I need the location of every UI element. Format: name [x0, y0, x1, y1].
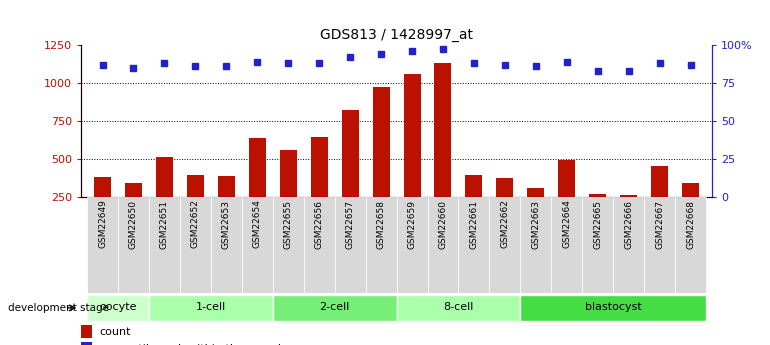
- Bar: [434, 63, 451, 197]
- Bar: [620, 195, 638, 197]
- Bar: [125, 183, 142, 197]
- Bar: [521, 197, 551, 293]
- Text: 8-cell: 8-cell: [444, 302, 474, 312]
- Text: blastocyst: blastocyst: [585, 302, 641, 312]
- Bar: [280, 150, 296, 197]
- Text: GSM22667: GSM22667: [655, 199, 665, 248]
- Bar: [187, 175, 204, 197]
- Text: GSM22660: GSM22660: [438, 199, 447, 248]
- Bar: [149, 295, 273, 321]
- Text: GSM22666: GSM22666: [624, 199, 633, 248]
- Text: GSM22668: GSM22668: [686, 199, 695, 248]
- Bar: [397, 197, 427, 293]
- Text: GSM22651: GSM22651: [160, 199, 169, 248]
- Text: GSM22652: GSM22652: [191, 199, 200, 248]
- Bar: [335, 197, 366, 293]
- Bar: [497, 178, 514, 197]
- Text: GSM22650: GSM22650: [129, 199, 138, 248]
- Text: GSM22653: GSM22653: [222, 199, 231, 248]
- Bar: [242, 197, 273, 293]
- Bar: [156, 157, 173, 197]
- Bar: [118, 197, 149, 293]
- Bar: [310, 137, 328, 197]
- Bar: [582, 197, 613, 293]
- Bar: [94, 177, 111, 197]
- Text: GSM22661: GSM22661: [470, 199, 478, 248]
- Bar: [342, 110, 359, 197]
- Text: GSM22649: GSM22649: [98, 199, 107, 248]
- Bar: [180, 197, 211, 293]
- Text: count: count: [100, 327, 132, 336]
- Bar: [366, 197, 397, 293]
- Text: GSM22657: GSM22657: [346, 199, 355, 248]
- Text: percentile rank within the sample: percentile rank within the sample: [100, 344, 288, 345]
- Bar: [273, 295, 397, 321]
- Bar: [551, 197, 582, 293]
- Bar: [403, 75, 420, 197]
- Bar: [521, 295, 706, 321]
- Text: 1-cell: 1-cell: [196, 302, 226, 312]
- Bar: [303, 197, 335, 293]
- Bar: [558, 160, 575, 197]
- Bar: [675, 197, 706, 293]
- Text: GSM22663: GSM22663: [531, 199, 541, 248]
- Bar: [427, 197, 458, 293]
- Bar: [613, 197, 644, 293]
- Bar: [490, 197, 521, 293]
- Text: GSM22665: GSM22665: [593, 199, 602, 248]
- Text: GSM22658: GSM22658: [377, 199, 386, 248]
- Text: GSM22656: GSM22656: [315, 199, 323, 248]
- Bar: [644, 197, 675, 293]
- Text: GSM22662: GSM22662: [500, 199, 510, 248]
- Bar: [81, 342, 92, 345]
- Bar: [87, 197, 118, 293]
- Bar: [651, 166, 668, 197]
- Text: development stage: development stage: [8, 303, 109, 313]
- Bar: [397, 295, 521, 321]
- Bar: [273, 197, 303, 293]
- Text: GSM22664: GSM22664: [562, 199, 571, 248]
- Bar: [149, 197, 180, 293]
- Text: 2-cell: 2-cell: [320, 302, 350, 312]
- Bar: [81, 325, 92, 338]
- Text: oocyte: oocyte: [99, 302, 137, 312]
- Bar: [249, 138, 266, 197]
- Bar: [458, 197, 490, 293]
- Bar: [211, 197, 242, 293]
- Text: GSM22659: GSM22659: [407, 199, 417, 248]
- Bar: [465, 175, 483, 197]
- Bar: [527, 188, 544, 197]
- Bar: [589, 194, 606, 197]
- Bar: [373, 87, 390, 197]
- Text: GSM22655: GSM22655: [283, 199, 293, 248]
- Text: GSM22654: GSM22654: [253, 199, 262, 248]
- Bar: [218, 176, 235, 197]
- Bar: [682, 183, 699, 197]
- Bar: [87, 295, 149, 321]
- Title: GDS813 / 1428997_at: GDS813 / 1428997_at: [320, 28, 473, 42]
